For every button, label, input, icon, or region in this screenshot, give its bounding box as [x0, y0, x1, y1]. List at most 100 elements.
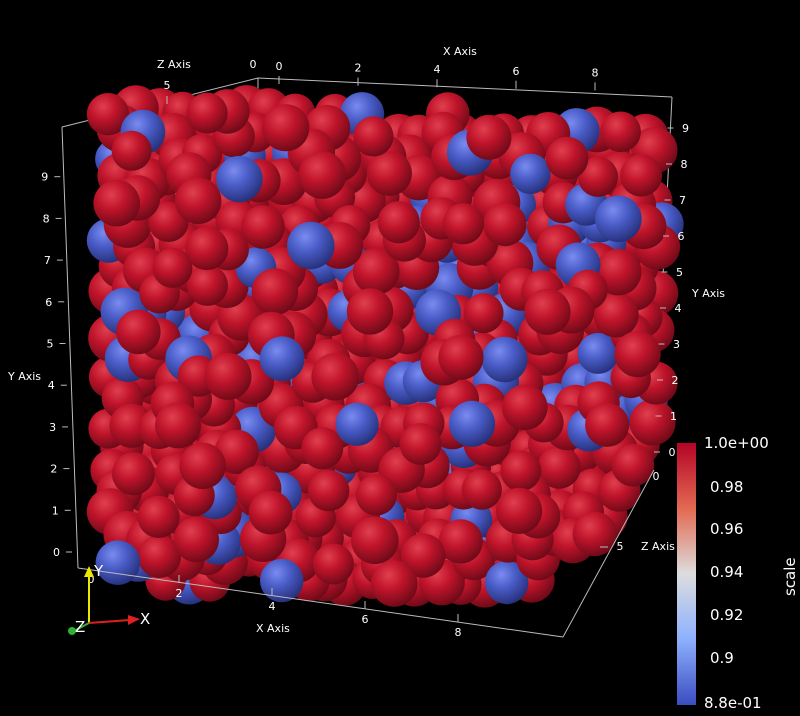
y-right-tick-label: 7 — [679, 194, 686, 207]
sphere-red — [366, 150, 412, 196]
orientation-axes-widget[interactable]: X Y Z — [68, 562, 150, 636]
colorbar-label-4: 0.92 — [710, 606, 743, 624]
sphere-blue — [216, 155, 263, 203]
sphere-blue — [448, 400, 496, 447]
sphere-red — [173, 516, 219, 563]
sphere-cloud — [86, 85, 684, 608]
sphere-red — [186, 92, 228, 134]
sphere-red — [400, 533, 446, 578]
x-front-origin-label: 0 — [88, 573, 95, 586]
x-front-tick-label: 4 — [269, 600, 276, 613]
sphere-blue — [481, 336, 528, 383]
sphere-red — [155, 402, 201, 449]
sphere-blue — [259, 336, 305, 382]
orientation-z-label: Z — [75, 618, 85, 636]
sphere-red — [346, 288, 394, 335]
sphere-blue — [95, 540, 141, 585]
sphere-red — [152, 247, 193, 288]
sphere-red — [611, 443, 655, 487]
y-axis-title-right: Y Axis — [691, 287, 725, 300]
y-right-tick-label: 1 — [670, 410, 677, 423]
x-axis-title-bottom: X Axis — [256, 622, 290, 635]
y-left-tick-label: 3 — [49, 421, 56, 434]
sphere-blue — [485, 560, 529, 605]
sphere-red — [111, 130, 152, 171]
x-back-tick-label: 8 — [592, 66, 599, 79]
colorbar-label-3: 0.94 — [710, 563, 743, 581]
sphere-red — [355, 474, 397, 516]
sphere-red — [537, 445, 581, 489]
z-axis-arrow-icon — [73, 622, 90, 632]
sphere-red — [495, 487, 543, 534]
sphere-red — [629, 399, 676, 446]
sphere-red — [399, 423, 442, 465]
sphere-red — [93, 179, 140, 227]
sphere-red — [600, 111, 641, 153]
x-axis-arrow-icon — [88, 619, 131, 624]
colorbar-gradient — [677, 443, 696, 705]
y-left-tick-label: 9 — [41, 171, 48, 184]
sphere-red — [614, 331, 661, 378]
scalar-colorbar: 1.0e+00 0.98 0.96 0.94 0.92 0.9 8.8e-01 … — [677, 434, 799, 712]
sphere-red — [241, 205, 285, 249]
sphere-red — [137, 495, 180, 538]
y-left-tick-label: 5 — [47, 338, 54, 351]
y-right-tick-label: 3 — [673, 338, 680, 351]
y-right-tick-label: 8 — [681, 158, 688, 171]
x-back-tick-label: 4 — [434, 63, 441, 76]
sphere-red — [466, 114, 512, 160]
sphere-red — [111, 452, 155, 496]
y-left-tick-label: 7 — [44, 254, 51, 267]
sphere-red — [204, 352, 252, 400]
bounding-box-front — [77, 469, 655, 638]
x-arrowhead-icon — [128, 615, 140, 625]
y-right-tick-label: 4 — [675, 302, 682, 315]
y-left-tick-label: 0 — [53, 546, 60, 559]
colorbar-label-1: 0.98 — [710, 478, 743, 496]
sphere-red — [438, 334, 484, 380]
z-top-tick-label: 5 — [164, 79, 171, 92]
colorbar-label-2: 0.96 — [710, 520, 743, 538]
z-top-tick-label: 0 — [250, 58, 257, 71]
orientation-x-label: X — [140, 610, 150, 628]
sphere-red — [577, 156, 619, 197]
sphere-red — [116, 309, 161, 355]
sphere-red — [353, 116, 394, 157]
sphere-red — [351, 516, 399, 565]
colorbar-label-0: 1.0e+00 — [704, 434, 769, 452]
sphere-blue — [595, 195, 642, 243]
sphere-red — [371, 560, 418, 607]
sphere-red — [524, 288, 571, 335]
y-arrowhead-icon — [84, 566, 94, 577]
y-right-tick-label: 0 — [669, 446, 676, 459]
x-front-tick-label: 6 — [362, 613, 369, 626]
sphere-red — [248, 490, 293, 535]
z-axis-title-right: Z Axis — [641, 540, 675, 553]
sphere-red — [463, 293, 504, 334]
y-right-tick-label: 2 — [672, 374, 679, 387]
z-right-tick-label: 5 — [617, 540, 624, 553]
sphere-red — [461, 469, 502, 510]
sphere-red — [86, 93, 130, 136]
sphere-red — [483, 202, 527, 247]
y-axis-title-left: Y Axis — [7, 370, 41, 383]
x-back-tick-label: 2 — [355, 62, 362, 75]
colorbar-title: scale — [781, 557, 799, 596]
y-right-tick-label: 9 — [682, 122, 689, 135]
x-front-tick-label: 8 — [455, 626, 462, 639]
sphere-red — [308, 469, 350, 512]
sphere-red — [251, 268, 299, 315]
sphere-blue — [510, 153, 551, 194]
sphere-red — [262, 104, 310, 152]
x-axis-title-top: X Axis — [443, 45, 477, 58]
x-back-tick-label: 0 — [276, 60, 283, 73]
x-back-tick-label: 6 — [513, 65, 520, 78]
sphere-red — [312, 543, 354, 585]
sphere-red — [298, 151, 347, 199]
colorbar-label-5: 0.9 — [710, 649, 734, 667]
z-right-tick-label: 0 — [653, 470, 660, 483]
sphere-blue — [260, 558, 304, 603]
y-left-tick-label: 6 — [45, 296, 52, 309]
